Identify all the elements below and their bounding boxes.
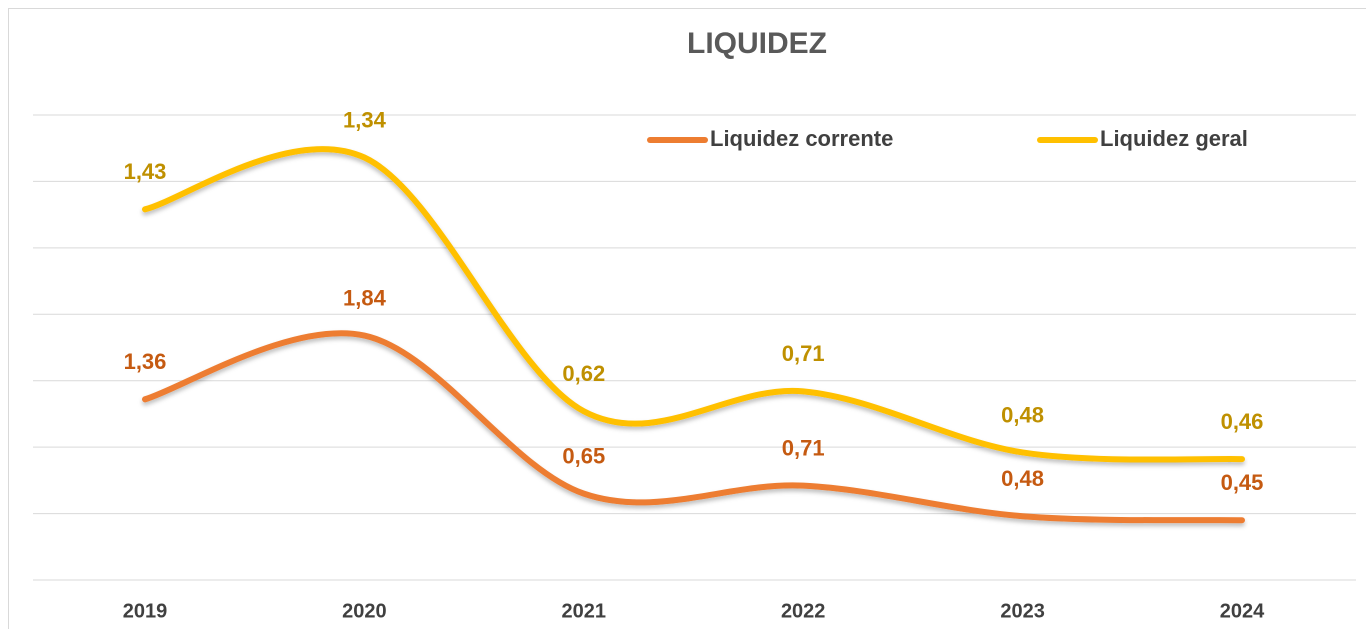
x-tick-label: 2022	[781, 600, 826, 622]
x-tick-label: 2019	[123, 600, 168, 622]
data-label: 0,71	[782, 435, 825, 460]
series-line	[142, 330, 1245, 524]
data-label: 0,62	[562, 361, 605, 386]
x-tick-label: 2021	[562, 600, 607, 622]
x-tick-label: 2023	[1000, 600, 1045, 622]
data-label: 0,48	[1001, 466, 1044, 491]
data-label: 1,43	[124, 159, 167, 184]
data-label: 0,46	[1221, 409, 1264, 434]
data-label: 1,36	[124, 349, 167, 374]
data-label: 0,71	[782, 341, 825, 366]
series-line	[142, 146, 1245, 463]
legend-label: Liquidez geral	[1100, 126, 1248, 151]
data-label: 1,84	[343, 285, 387, 310]
data-label: 0,65	[562, 443, 605, 468]
data-label: 0,48	[1001, 402, 1044, 427]
data-label: 1,34	[343, 107, 387, 132]
legend-label: Liquidez corrente	[710, 126, 893, 151]
data-label: 0,45	[1221, 470, 1264, 495]
chart-frame	[8, 8, 1366, 629]
x-tick-label: 2020	[342, 600, 387, 622]
x-tick-label: 2024	[1220, 600, 1265, 622]
chart-title: LIQUIDEZ	[687, 27, 827, 60]
